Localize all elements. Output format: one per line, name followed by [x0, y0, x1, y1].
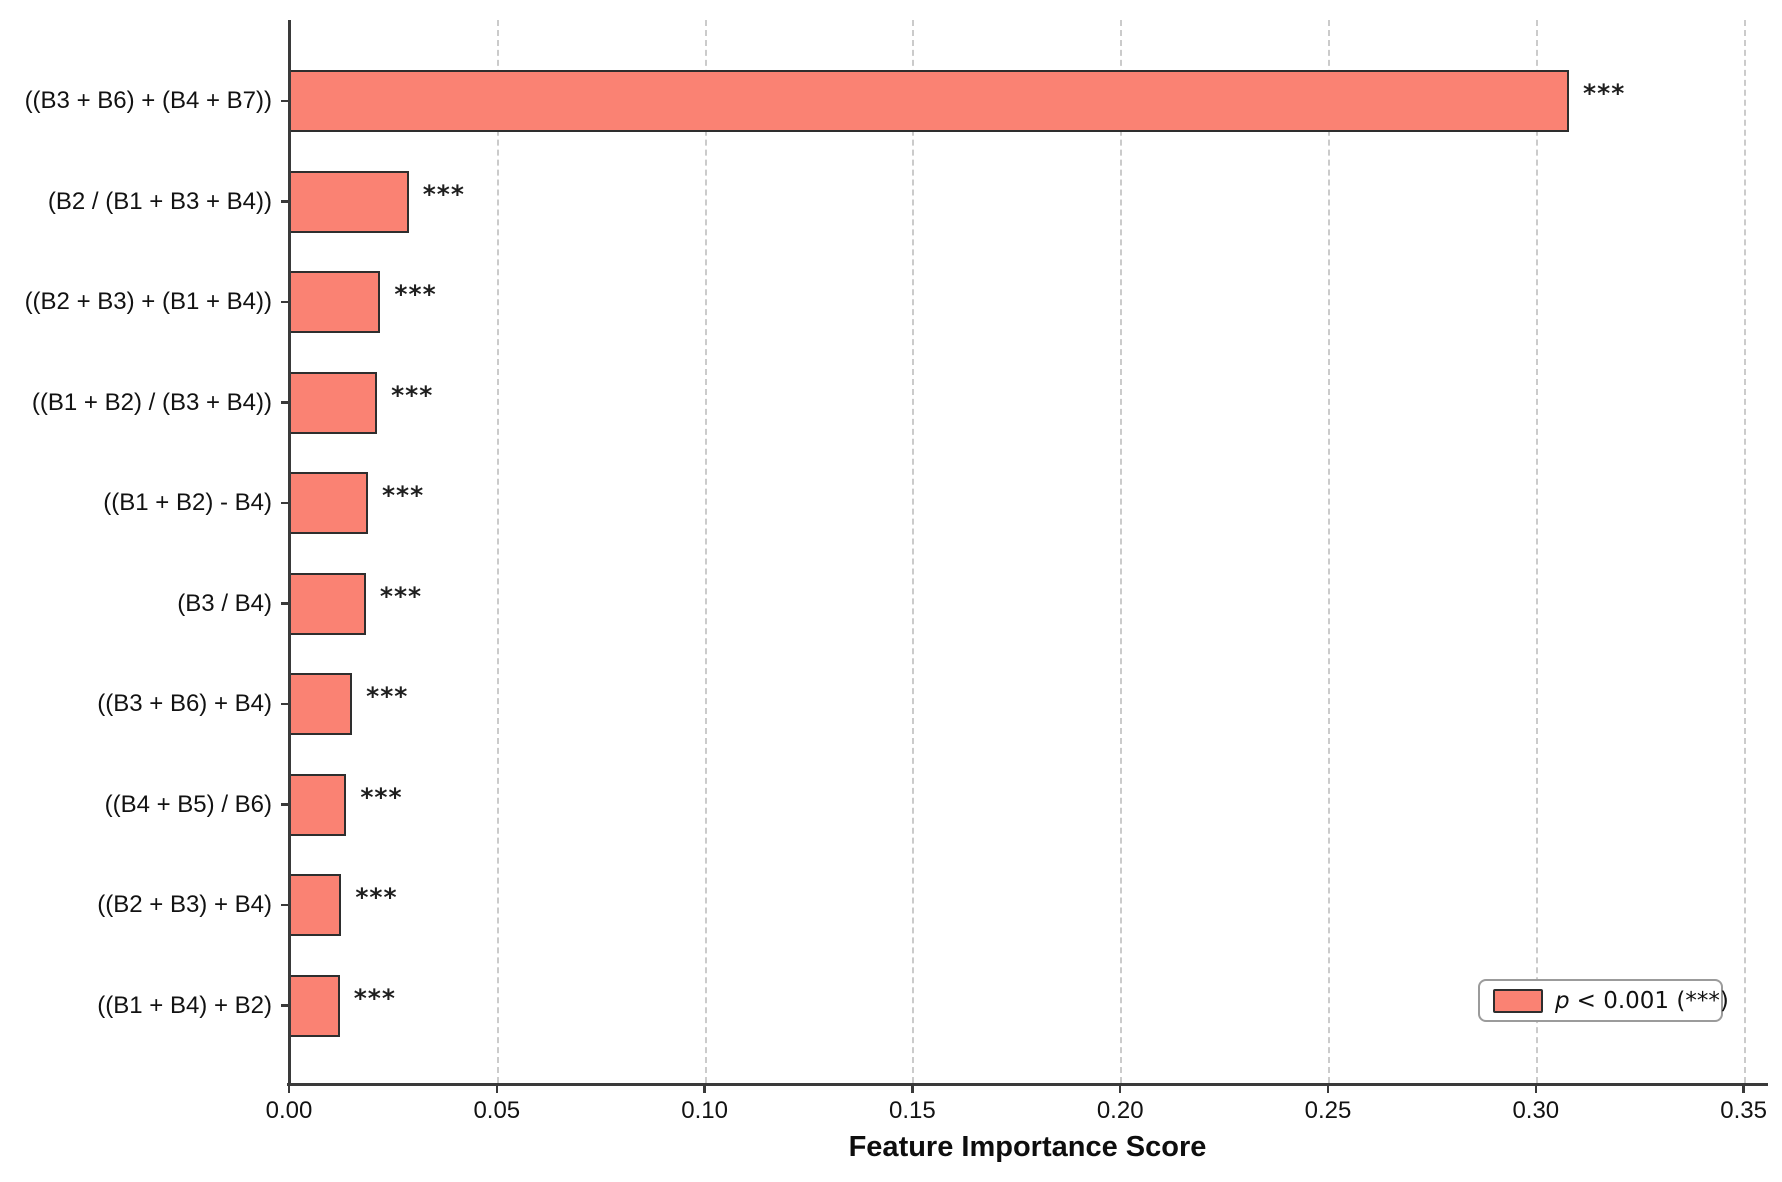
y-tick-mark — [281, 1004, 289, 1007]
y-tick-label: (B2 / (B1 + B3 + B4)) — [47, 187, 272, 215]
y-tick-mark — [281, 401, 289, 404]
x-tick-label: 0.10 — [681, 1097, 728, 1124]
x-tick-mark — [495, 1084, 498, 1093]
y-axis-spine — [288, 20, 291, 1083]
x-tick-mark — [1119, 1084, 1122, 1093]
x-tick-label: 0.15 — [889, 1097, 936, 1124]
y-tick-label: ((B3 + B6) + (B4 + B7)) — [24, 87, 272, 114]
significance-stars: *** — [422, 179, 465, 209]
significance-stars: *** — [391, 380, 434, 410]
x-tick-label: 0.05 — [473, 1097, 521, 1124]
y-tick-mark — [281, 200, 289, 203]
x-tick-label: 0.30 — [1512, 1097, 1560, 1124]
bar — [289, 773, 347, 836]
bar — [289, 974, 340, 1037]
significance-stars: *** — [360, 782, 403, 812]
x-tick-mark — [287, 1084, 291, 1093]
significance-stars: *** — [381, 481, 425, 510]
gridline — [1743, 20, 1746, 1083]
significance-stars: *** — [1583, 79, 1626, 108]
legend-rest-text: < 0.001 (***) — [1576, 987, 1729, 1014]
significance-stars: *** — [353, 983, 396, 1013]
legend: p < 0.001 (***) — [1478, 979, 1729, 1022]
legend-label: p < 0.001 (***) — [1555, 988, 1729, 1014]
x-tick-label: 0.25 — [1304, 1097, 1352, 1124]
y-tick-label: (B3 / B4) — [177, 589, 272, 617]
x-tick-mark — [1534, 1084, 1537, 1093]
plot-area: *** *** *** *** *** *** *** *** *** *** p < 0.001 … — [288, 20, 1766, 1083]
x-tick-mark — [1742, 1084, 1745, 1093]
bar — [289, 271, 381, 333]
significance-stars: *** — [366, 682, 409, 711]
y-tick-mark — [281, 903, 289, 907]
x-tick-label: 0.00 — [265, 1097, 313, 1124]
y-tick-mark — [281, 702, 289, 706]
significance-stars: *** — [394, 280, 437, 309]
y-tick-label: ((B3 + B6) + B4) — [97, 690, 272, 717]
gridline — [1328, 20, 1330, 1083]
gridline — [496, 20, 499, 1083]
x-axis-spine — [287, 1083, 1768, 1086]
bar — [289, 170, 409, 233]
x-tick-mark — [1326, 1084, 1330, 1093]
gridline — [1120, 20, 1123, 1083]
bar — [289, 572, 366, 635]
significance-stars: *** — [379, 581, 423, 611]
x-tick-label: 0.35 — [1720, 1097, 1767, 1124]
x-tick-mark — [911, 1084, 914, 1093]
y-tick-label: ((B2 + B3) + (B1 + B4)) — [24, 288, 272, 315]
legend-swatch — [1493, 988, 1543, 1013]
y-tick-label: ((B1 + B4) + B2) — [97, 991, 272, 1019]
x-tick-mark — [703, 1084, 706, 1093]
y-tick-mark — [281, 803, 289, 806]
gridline — [704, 20, 707, 1083]
gridline — [1535, 20, 1538, 1083]
x-tick-label: 0.20 — [1096, 1097, 1144, 1124]
y-tick-mark — [281, 501, 289, 505]
x-axis-title: Feature Importance Score — [848, 1131, 1207, 1163]
y-tick-mark — [281, 300, 289, 304]
bar — [289, 371, 378, 434]
bar — [289, 673, 353, 735]
y-tick-mark — [281, 602, 289, 605]
y-tick-label: ((B1 + B2) / (B3 + B4)) — [31, 388, 272, 416]
bar — [289, 70, 1570, 132]
y-tick-label: ((B1 + B2) - B4) — [103, 489, 272, 516]
bar — [289, 874, 342, 936]
y-tick-mark — [281, 99, 289, 103]
bar — [289, 472, 368, 534]
y-tick-label: ((B2 + B3) + B4) — [97, 891, 272, 918]
legend-p-symbol: p — [1555, 987, 1570, 1014]
significance-stars: *** — [355, 883, 398, 912]
gridline — [912, 20, 915, 1083]
y-tick-label: ((B4 + B5) / B6) — [104, 790, 272, 818]
